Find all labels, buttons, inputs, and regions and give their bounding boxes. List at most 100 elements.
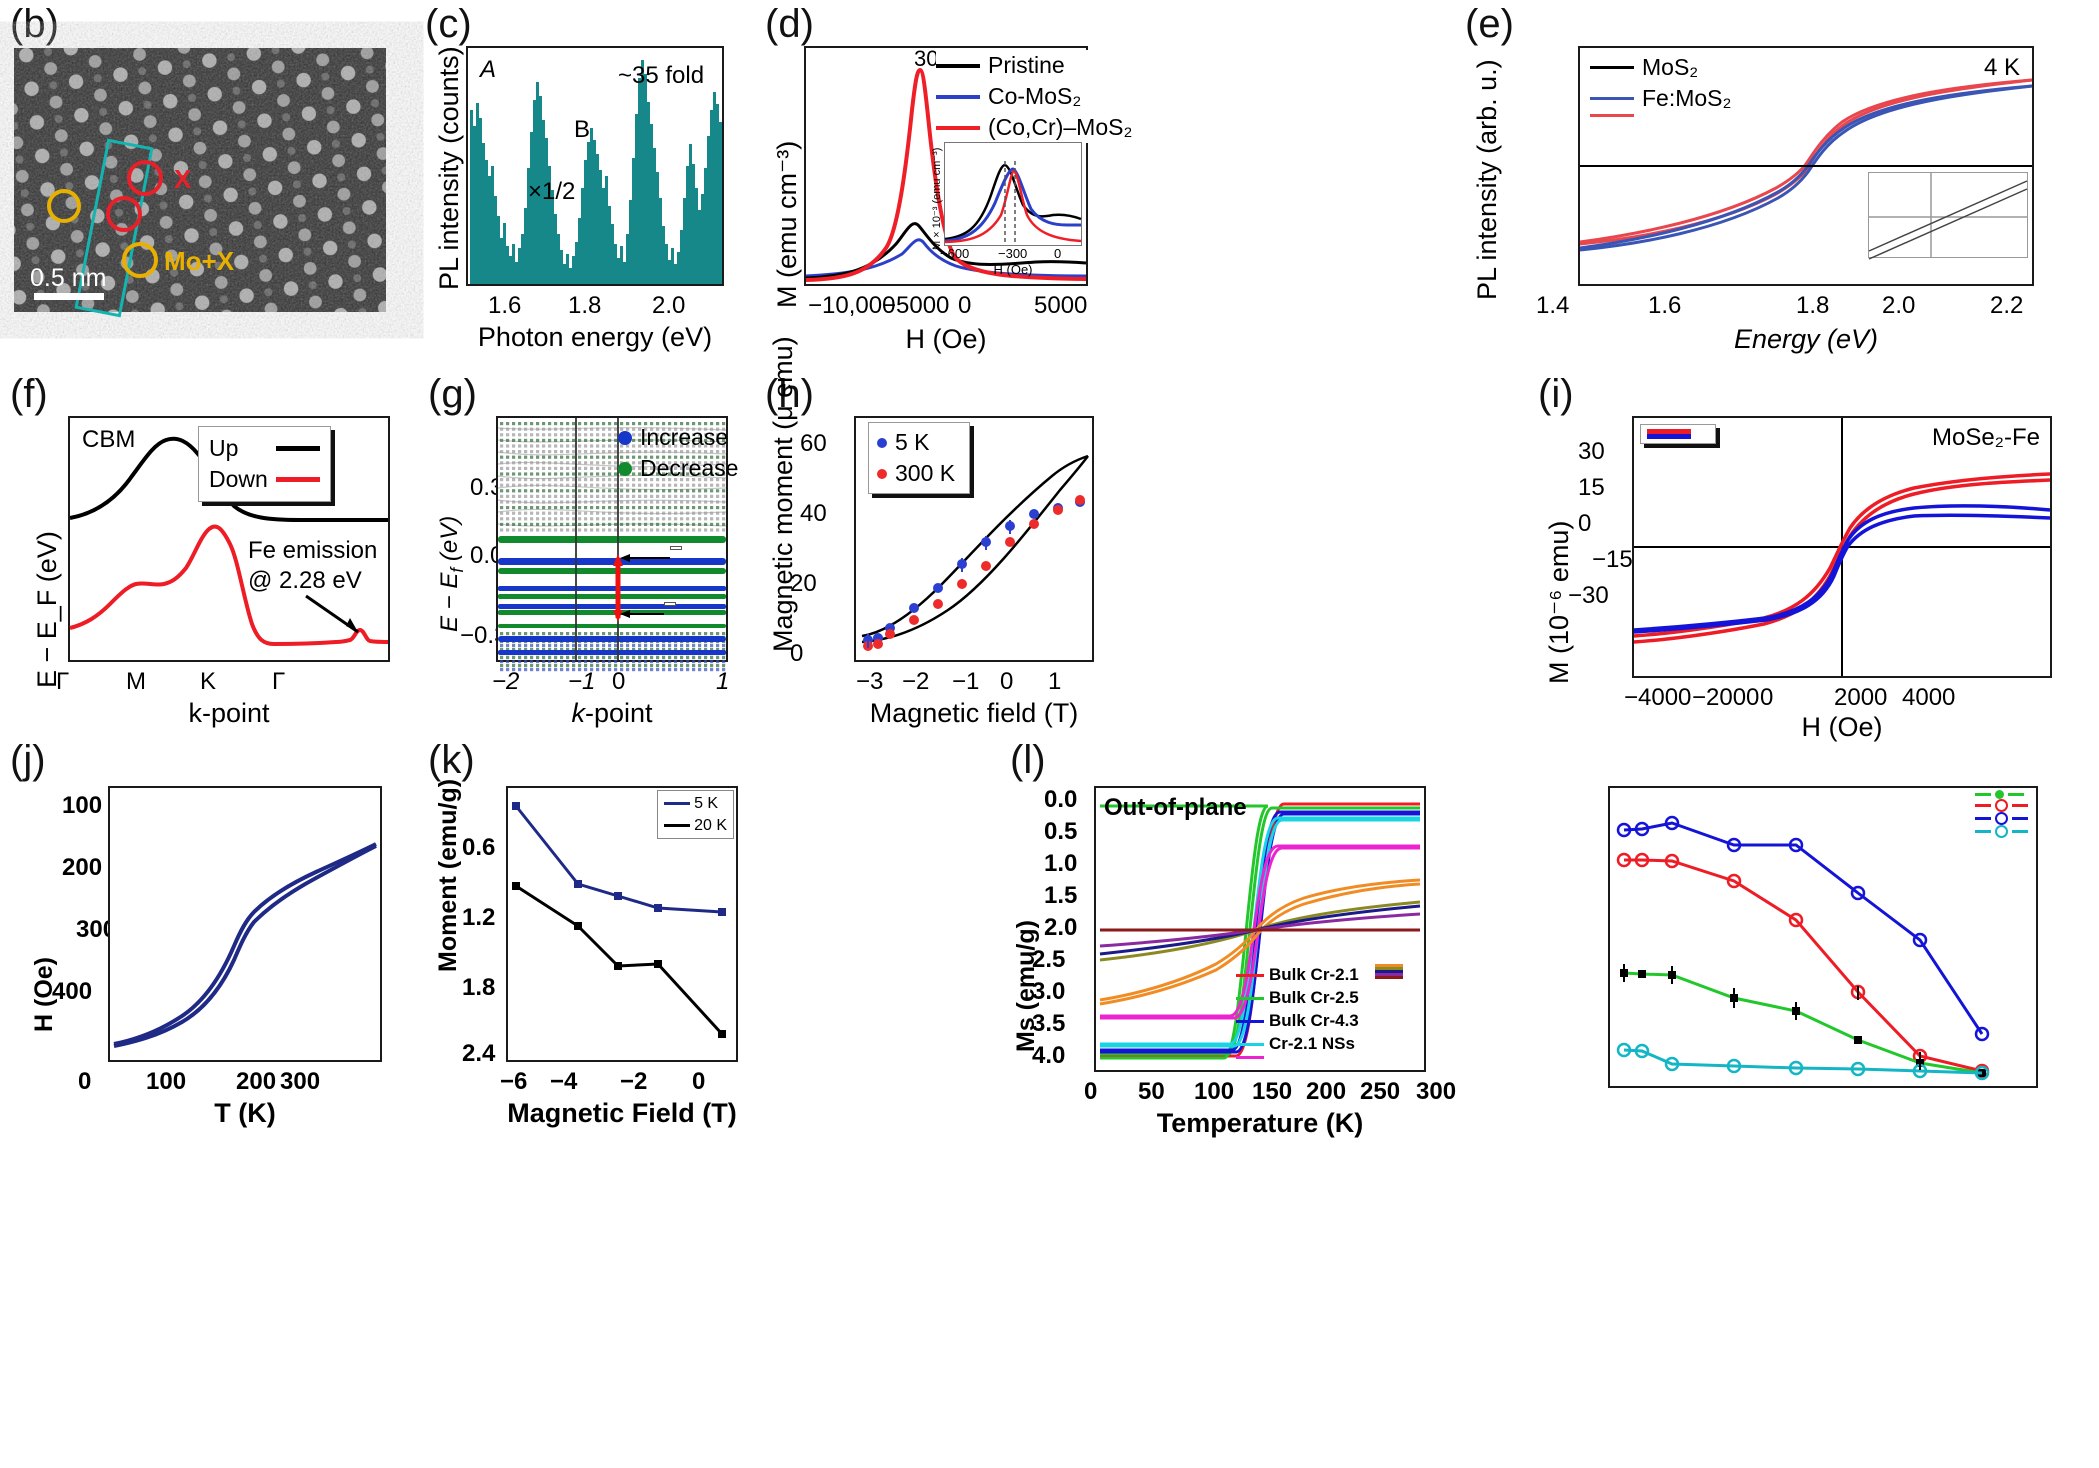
panel-f-legend-row-1: Decrease [618, 453, 738, 484]
panel-g-decrease-points [863, 495, 1085, 651]
panel-c-legend-row-1: Co-MoS₂ [936, 81, 1132, 112]
panel-e-xtick-0: Γ [56, 668, 70, 695]
panel-l-chart [1512, 782, 2092, 1122]
panel-f-bandstructure [497, 418, 727, 672]
panel-c-curve-cocr-mos2 [805, 67, 1087, 282]
panel-label-e: (f) [10, 372, 48, 416]
legend-dot-decrease [877, 468, 887, 479]
panel-d-inset-frame [1868, 172, 2028, 260]
legend-dot-increase [877, 437, 887, 448]
panel-label-k: (l) [1010, 738, 1046, 782]
panel-i-xtick-2: 200 [236, 1068, 277, 1095]
panel-i-ytick-1: 200 [62, 854, 103, 881]
panel-g-fit-upper [861, 454, 1089, 638]
panel-d-curve-cocr-up [1579, 78, 2033, 244]
legend-dot-l-nss [1995, 825, 2008, 838]
panel-h-legend-row-0 [1647, 429, 1699, 434]
panel-k-legend-row-0: Bulk Cr-2.1 [1236, 964, 1359, 987]
panel-j-points-ms [512, 802, 726, 916]
panel-e-legend-label-0: Up [209, 435, 239, 461]
legend-swatch-k-300k [1374, 973, 1403, 976]
panel-a-stem-image: X Mo+X 0.5 nm [14, 48, 386, 318]
panel-h-legend-row-1 [1647, 434, 1699, 439]
panel-g-xlabel: Magnetic field (T) [869, 698, 1079, 728]
panel-k-ytick-7: 3.5 [1032, 1010, 1066, 1037]
legend-swatch-k-5k [1236, 973, 1264, 977]
panel-c-spectra [805, 67, 1087, 282]
panel-g-xtick-1: −2 [902, 668, 930, 695]
panel-d-annotation-300k: 4 K [1983, 54, 2020, 81]
panel-k-legend-row-9 [1374, 976, 1408, 979]
panel-d-legend-label-1: Fe:MoS₂ [1642, 85, 1732, 112]
panel-l-legend [1975, 790, 2032, 838]
panel-label-b: (c) [425, 2, 472, 46]
panel-d-legend-row-0: MoS₂ [1590, 52, 1731, 83]
panel-d-inset [1842, 170, 2032, 288]
panel-f-legend-label-0: Increase [640, 424, 729, 450]
panel-l-points-cr25 [1616, 852, 1990, 1079]
panel-l-errorbars [1623, 964, 1921, 1070]
panel-d-xtick-1: 1.6 [1648, 292, 1682, 319]
panel-e-legend-row-1: Down [209, 464, 320, 495]
panel-k-hysteresis-loops [1099, 802, 1421, 1060]
panel-g-xtick-4: 1 [1048, 668, 1062, 695]
panel-l-legend-row-2 [1975, 812, 2032, 825]
panel-g-legend-label-1: 300 K [895, 460, 956, 487]
panel-k-ytick-3: 1.5 [1044, 882, 1078, 909]
legend-dot-l-cr25 [1995, 799, 2008, 812]
panel-g-ytick-2: 20 [790, 570, 817, 597]
panel-a-scalebar-label: 0.5 nm [30, 264, 106, 292]
legend-dot-down [618, 461, 632, 476]
panel-d-chart: PL intensity (arb. u.) 4 K MoS₂ Fe:MoS₂ [1452, 40, 2092, 354]
panel-k-xtick-4: 200 [1306, 1078, 1347, 1105]
panel-g-legend: 5 K 300 K [868, 422, 971, 495]
legend-swatch-k-200k [1374, 964, 1403, 967]
panel-h-xtick-3: 2000 [1834, 684, 1888, 711]
panel-d-xtick-2: 1.8 [1796, 292, 1830, 319]
panel-k-ytick-6: 3.0 [1032, 978, 1066, 1005]
panel-f-xlabel: k-point [571, 698, 653, 728]
legend-swatch-k-50k [1236, 1019, 1264, 1023]
legend-dot-up [618, 430, 632, 445]
panel-g-ylabel: Magnetic moment (μ emu) [768, 336, 798, 652]
panel-k-xlabel: Temperature (K) [1156, 1108, 1364, 1138]
panel-d-legend-label-0: MoS₂ [1642, 54, 1699, 80]
panel-g-chart: Magnetic moment (μ emu) 60 40 20 0 [752, 336, 1102, 728]
panel-h-xtick-1: −2000 [1692, 684, 1760, 711]
panel-c-legend-label-0: Pristine [988, 52, 1065, 78]
panel-k-legend-row-4 [1236, 1055, 1359, 1059]
panel-c-inset-frame [944, 142, 1082, 246]
legend-swatch-h-5k [1647, 429, 1691, 434]
panel-label-f: (g) [428, 372, 477, 416]
panel-j-legend: 5 K 20 K [657, 790, 734, 840]
legend-swatch-l-cr43b [2012, 817, 2028, 820]
legend-swatch-l-cr25b [2012, 804, 2028, 807]
panel-k-xtick-2: 100 [1194, 1078, 1235, 1105]
panel-c-inset-xtick-0: −600 [940, 246, 970, 261]
panel-h-ytick-4: −30 [1568, 582, 1609, 609]
legend-swatch-cocr-mos2 [936, 125, 980, 130]
panel-h-xtick-2: 0 [1760, 684, 1774, 711]
panel-c-legend: Pristine Co-MoS₂ (Co,Cr)–MoS₂ [936, 50, 1133, 144]
panel-c-inset: M × 10⁻³ (emu cm⁻³) −600 −300 0 H (Oe) [926, 140, 1084, 282]
panel-l-points-cr43 [1616, 815, 1990, 1042]
legend-swatch-k-270k [1374, 970, 1403, 973]
panel-j-chart: Moment (emu/g) 0.6 1.2 1.8 2.4 5 K 20 K [420, 779, 800, 1128]
legend-swatch-l-cr43 [1975, 817, 1991, 820]
panel-c-plot-frame: 300 K Pristine Co-MoS₂ (Co,Cr)–MoS₂ M × … [804, 46, 1133, 286]
panel-h-ytick-0: 30 [1578, 438, 1605, 465]
panel-k-legend-label-0: Bulk Cr-2.1 [1269, 965, 1359, 984]
panel-k-legend-row-5 [1374, 964, 1408, 967]
panel-h-chart: M (10⁻⁶ emu) 30 15 0 −15 −30 MoSe₂-Fe −4… [1530, 412, 2090, 742]
panel-h-ytick-3: −15 [1592, 546, 1633, 573]
legend-swatch-l-cr21b [2008, 793, 2024, 796]
panel-h-legend [1640, 424, 1716, 444]
panel-c-legend-row-2: (Co,Cr)–MoS₂ [936, 112, 1132, 143]
panel-f-legend: Increase Decrease [618, 422, 738, 484]
legend-swatch-d-cocr [1590, 114, 1634, 118]
panel-k-plot-frame: Out-of-plane Bulk Cr-2.1 Bulk Cr-2.5 Bul… [1094, 786, 1426, 1072]
panel-k-legend-row-3: Cr-2.1 NSs [1236, 1033, 1359, 1056]
panel-b-xtick-1: 1.8 [568, 292, 602, 319]
panel-c-legend-label-1: Co-MoS₂ [988, 83, 1082, 110]
panel-d-xtick-0: 1.4 [1536, 292, 1570, 319]
